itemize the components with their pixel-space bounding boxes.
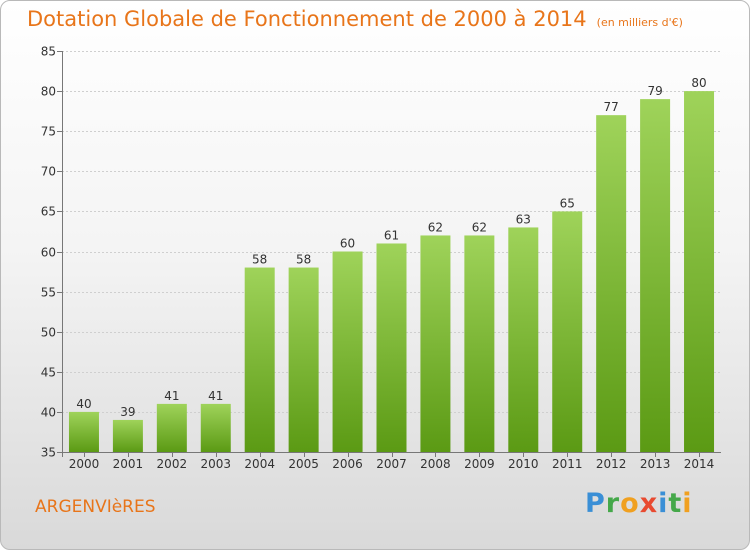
chart-title-text: Dotation Globale de Fonctionnement de 20… [27, 7, 587, 31]
data-label-2000: 40 [76, 397, 91, 411]
y-tick-label-45: 45 [41, 366, 56, 380]
x-tick-label-2004: 2004 [244, 457, 275, 471]
x-tick-label-2013: 2013 [640, 457, 671, 471]
data-label-2014: 80 [691, 76, 706, 90]
chart-subtitle: (en milliers d'€) [596, 16, 683, 29]
bar-2011 [552, 211, 583, 452]
y-tick-label-35: 35 [41, 446, 56, 460]
x-tick-label-2011: 2011 [552, 457, 583, 471]
x-tick-label-2002: 2002 [157, 457, 188, 471]
x-tick-label-2010: 2010 [508, 457, 539, 471]
x-tick-label-2005: 2005 [288, 457, 319, 471]
bar-2000 [68, 411, 99, 452]
data-label-2007: 61 [384, 228, 399, 242]
bar-2014 [684, 91, 715, 452]
data-label-2005: 58 [296, 253, 311, 267]
y-tick-label-60: 60 [41, 246, 56, 260]
bar-2004 [244, 267, 275, 452]
x-tick-label-2008: 2008 [420, 457, 451, 471]
y-tick-label-75: 75 [41, 125, 56, 139]
data-label-2012: 77 [604, 100, 619, 114]
x-tick-label-2000: 2000 [69, 457, 100, 471]
bar-2003 [200, 403, 231, 452]
bar-2012 [596, 115, 627, 452]
data-label-2002: 41 [164, 389, 179, 403]
bar-2010 [508, 227, 539, 452]
data-label-2010: 63 [516, 212, 531, 226]
y-tick-label-40: 40 [41, 406, 56, 420]
y-tick-label-70: 70 [41, 165, 56, 179]
bars [68, 91, 715, 453]
data-label-2004: 58 [252, 253, 267, 267]
bar-2001 [112, 419, 143, 452]
x-tick-label-2012: 2012 [596, 457, 627, 471]
x-tick-label-2003: 2003 [200, 457, 231, 471]
x-tick-label-2006: 2006 [332, 457, 363, 471]
labels: 35 40 45 50 55 60 65 70 75 80 85 40 2000 39 2001 41 2002… [41, 45, 715, 472]
proxiti-logo: Proxiti [585, 488, 693, 519]
data-label-2001: 39 [120, 405, 135, 419]
bar-2005 [288, 267, 319, 452]
bar-2007 [376, 243, 407, 452]
x-tick-label-2009: 2009 [464, 457, 495, 471]
chart-title: Dotation Globale de Fonctionnement de 20… [27, 7, 683, 31]
axes [57, 51, 721, 457]
y-tick-label-55: 55 [41, 286, 56, 300]
data-label-2011: 65 [560, 196, 575, 210]
bar-2009 [464, 235, 495, 452]
bar-2006 [332, 251, 363, 452]
bar-2013 [640, 99, 671, 453]
x-tick-label-2001: 2001 [113, 457, 144, 471]
bar-2002 [156, 403, 187, 452]
y-tick-label-50: 50 [41, 326, 56, 340]
x-tick-label-2007: 2007 [376, 457, 407, 471]
data-label-2008: 62 [428, 220, 443, 234]
data-label-2013: 79 [647, 84, 662, 98]
y-tick-label-85: 85 [41, 45, 56, 59]
bar-2008 [420, 235, 451, 452]
x-tick-label-2014: 2014 [684, 457, 715, 471]
y-tick-label-80: 80 [41, 85, 56, 99]
town-name: ARGENVIèRES [35, 497, 156, 517]
data-label-2009: 62 [472, 220, 487, 234]
y-tick-label-65: 65 [41, 205, 56, 219]
data-label-2003: 41 [208, 389, 223, 403]
data-label-2006: 60 [340, 237, 355, 251]
